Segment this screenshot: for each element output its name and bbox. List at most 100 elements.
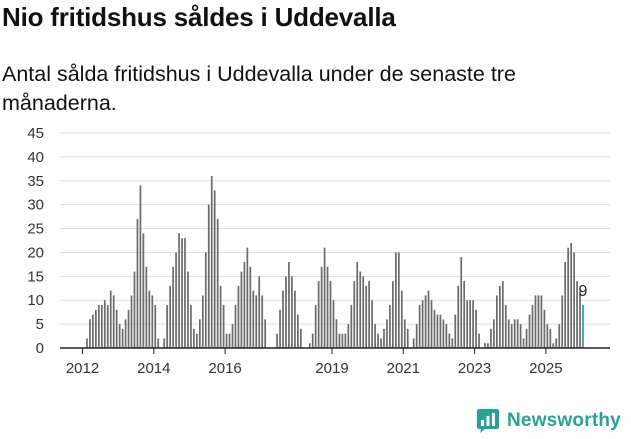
bar: [282, 290, 284, 348]
bar: [496, 295, 498, 348]
bar: [118, 324, 121, 348]
bar: [445, 324, 448, 348]
bar: [389, 305, 391, 348]
x-tick-label: 2014: [137, 360, 170, 377]
bar: [196, 333, 198, 348]
bar: [139, 185, 142, 348]
bar: [225, 333, 228, 348]
bar: [112, 295, 115, 348]
y-tick-label: 20: [27, 244, 44, 261]
bar: [276, 333, 278, 348]
bar: [187, 271, 189, 348]
bar: [531, 305, 534, 348]
x-tick-label: 2019: [315, 360, 348, 377]
bar: [89, 319, 91, 348]
bar: [353, 281, 356, 348]
bar: [178, 233, 180, 348]
bar: [371, 300, 373, 348]
bar: [442, 319, 445, 348]
bar: [151, 295, 154, 348]
newsworthy-logo[interactable]: Newsworthy: [476, 408, 621, 434]
bar: [136, 219, 139, 348]
bar: [439, 314, 442, 348]
y-tick-label: 40: [27, 149, 44, 166]
bar: [323, 247, 326, 348]
bar: [115, 309, 118, 348]
bar: [320, 266, 323, 348]
bar: [201, 295, 204, 348]
bar: [341, 333, 344, 348]
bar: [564, 262, 567, 348]
bar: [397, 252, 400, 348]
bar: [240, 271, 243, 348]
bar: [490, 328, 492, 348]
bar: [380, 338, 382, 348]
y-tick-label: 15: [27, 268, 44, 285]
bar: [576, 281, 578, 348]
bar: [130, 295, 133, 348]
bar: [193, 328, 195, 348]
bar: [317, 281, 320, 348]
bar: [501, 281, 504, 348]
bar: [210, 176, 213, 348]
bar-layer: [86, 176, 584, 348]
bar: [308, 343, 311, 348]
grid-layer: [60, 132, 610, 325]
bar: [127, 309, 130, 348]
bar: [528, 314, 531, 348]
bar: [522, 338, 525, 348]
bar: [510, 324, 513, 348]
bar: [249, 266, 252, 348]
bar: [288, 262, 290, 348]
y-tick-label: 45: [27, 125, 44, 142]
bar: [549, 328, 552, 348]
bar: [383, 328, 385, 348]
bar: [513, 319, 516, 348]
bar: [368, 281, 370, 348]
data-label-last: 9: [579, 283, 588, 300]
bar: [377, 333, 379, 348]
bar: [145, 266, 148, 348]
bar: [463, 281, 466, 348]
bar: [546, 324, 549, 348]
x-tick-label: 2016: [208, 360, 241, 377]
y-tick-label: 35: [27, 173, 44, 190]
bar: [148, 290, 151, 348]
bar: [95, 309, 97, 348]
bar: [190, 305, 192, 348]
bar: [448, 333, 451, 348]
bar: [412, 338, 415, 348]
bar: [169, 285, 171, 348]
bar: [454, 314, 457, 348]
bar: [332, 300, 335, 348]
bar: [294, 290, 296, 348]
bar: [297, 314, 299, 348]
bar: [133, 271, 136, 348]
bar: [504, 305, 507, 348]
bar: [100, 305, 103, 348]
bar: [484, 343, 486, 348]
bar: [285, 276, 287, 348]
bar: [121, 328, 124, 348]
bar: [436, 314, 439, 348]
bar: [362, 276, 365, 348]
bar: [400, 290, 403, 348]
bar: [86, 338, 88, 348]
bar: [392, 281, 394, 348]
bar: [338, 333, 341, 348]
bar: [543, 309, 546, 348]
bar: [157, 338, 160, 348]
bar: [475, 309, 477, 348]
bar: [424, 295, 427, 348]
bar: [175, 252, 177, 348]
bar: [427, 290, 430, 348]
bar: [469, 300, 471, 348]
bar: [451, 338, 454, 348]
bar: [237, 285, 240, 348]
bar: [166, 305, 169, 348]
bar: [558, 324, 561, 348]
bar: [460, 257, 463, 348]
bar: [534, 295, 537, 348]
bar: [329, 281, 332, 348]
bar: [466, 300, 469, 348]
